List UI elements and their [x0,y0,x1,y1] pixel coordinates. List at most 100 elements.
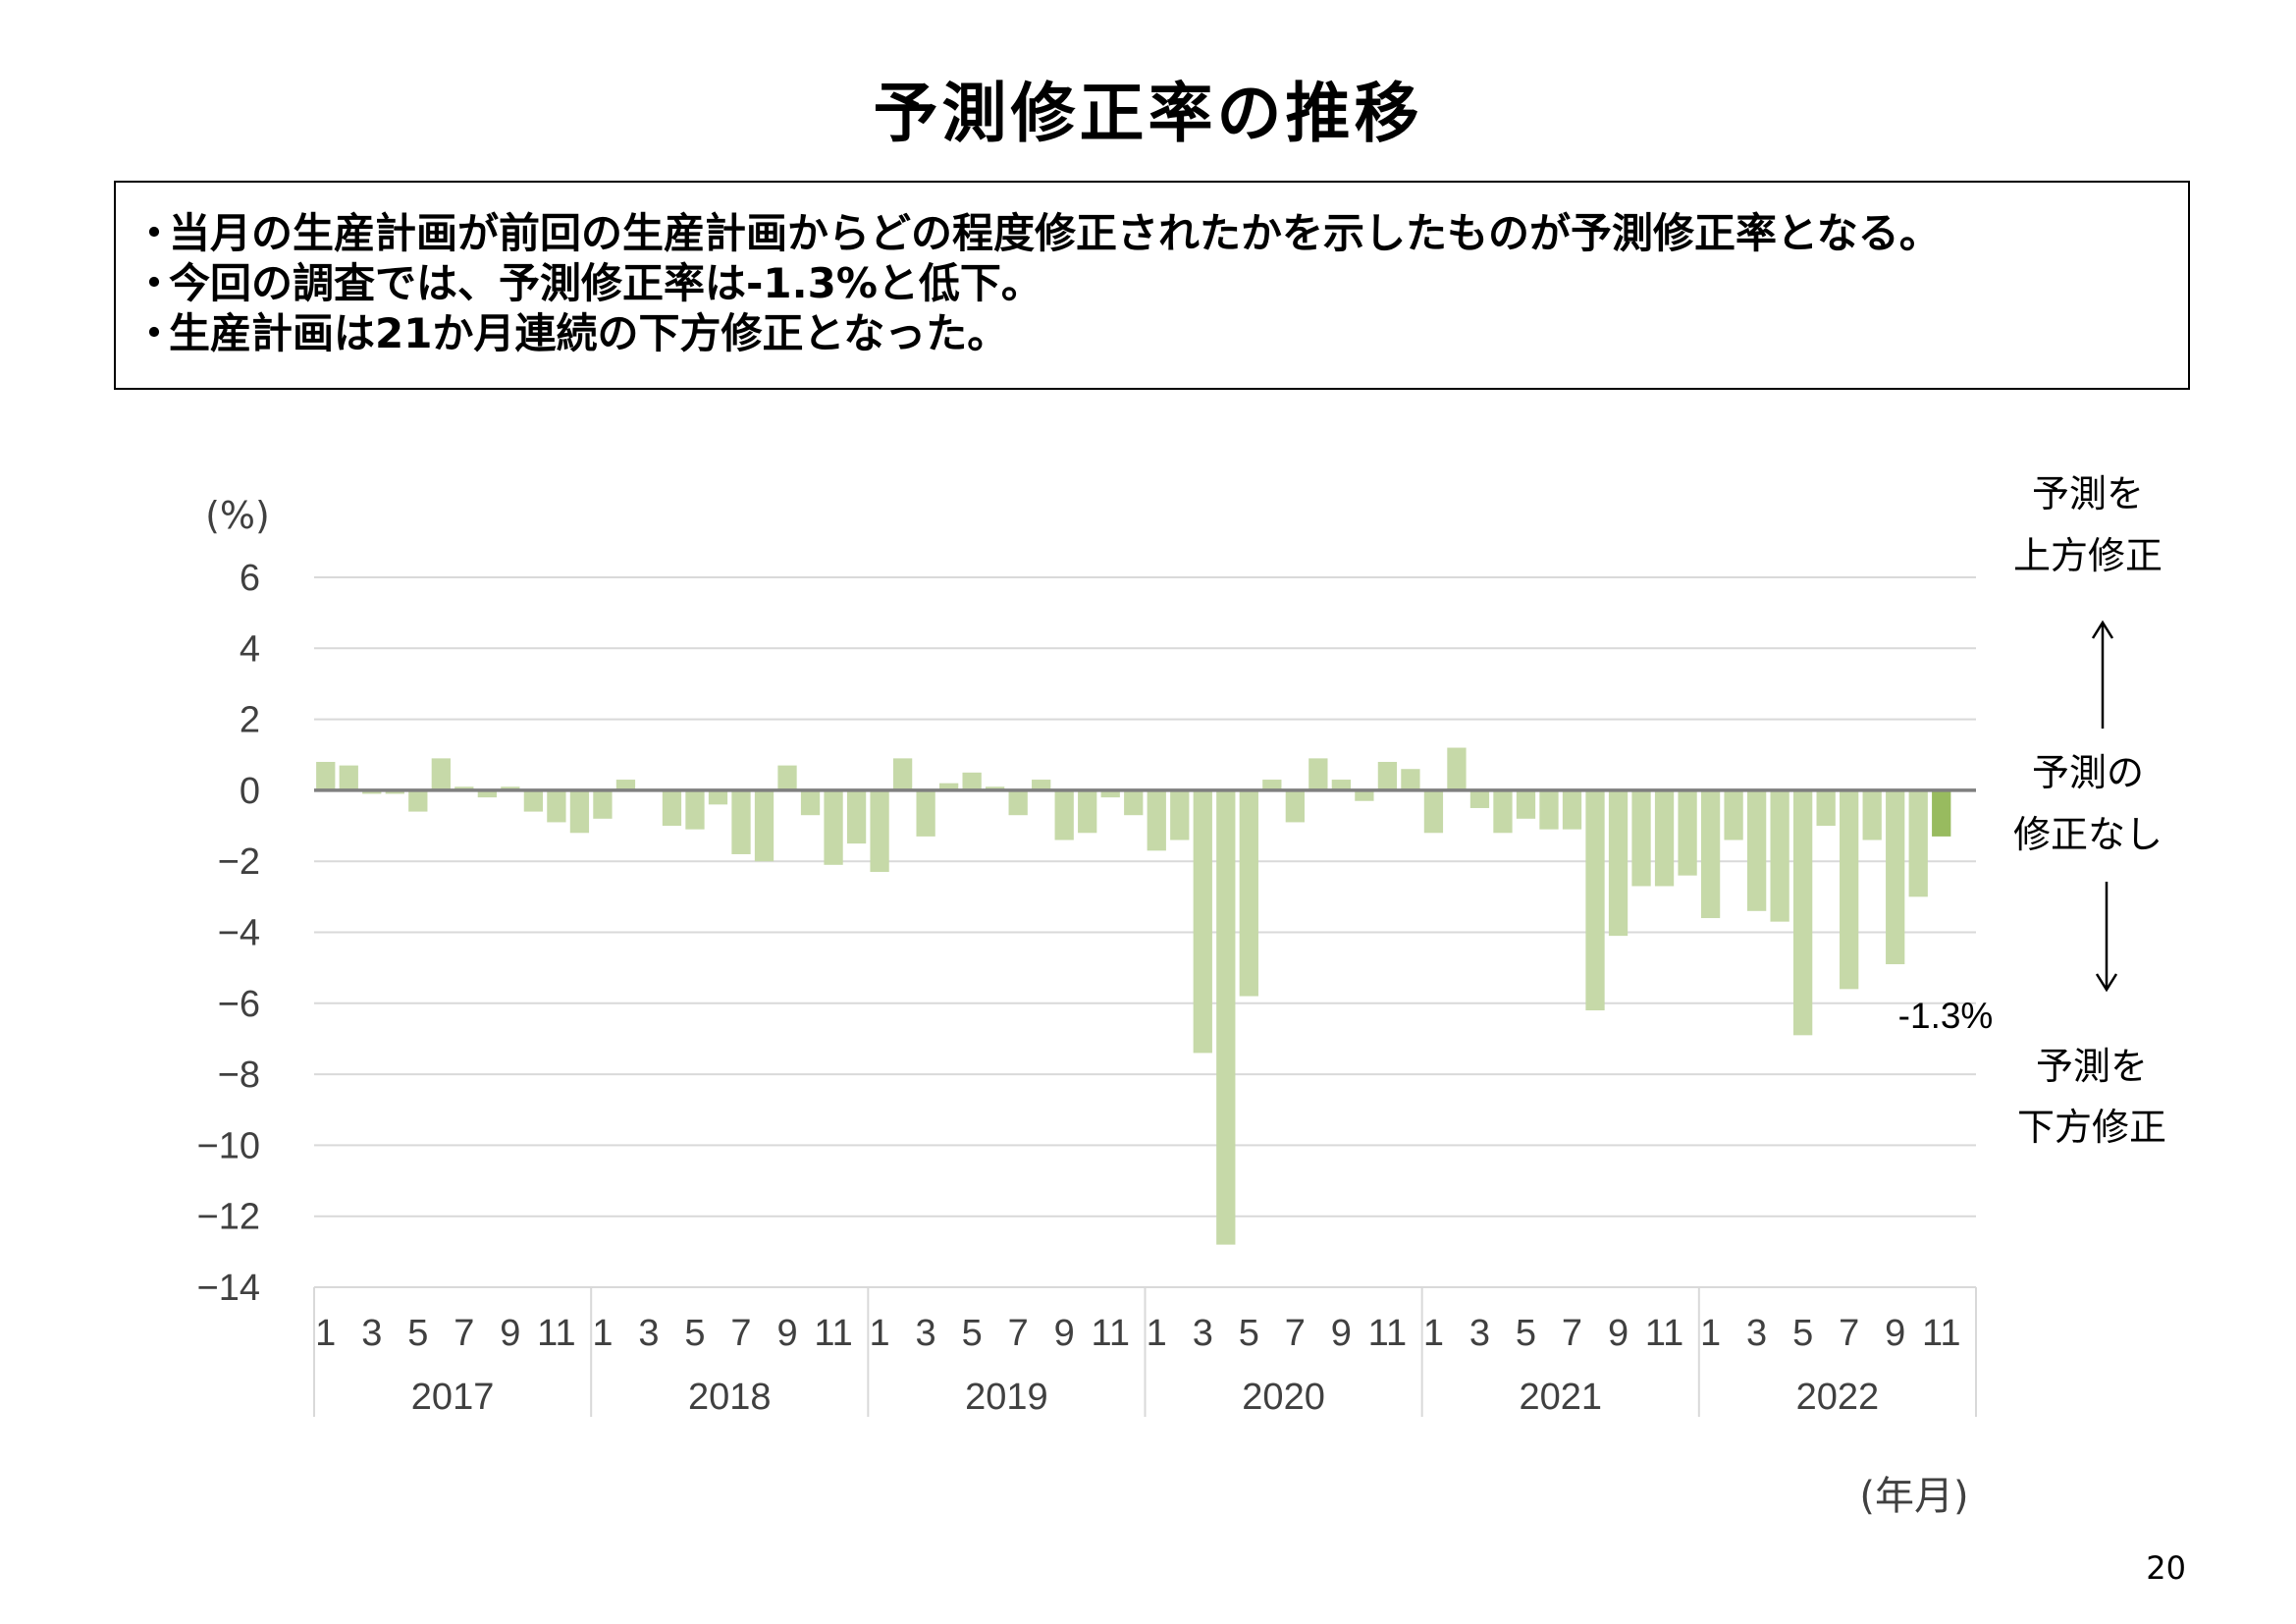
bar [986,786,1005,790]
bar [501,786,520,790]
bar [962,772,982,790]
month-tick-label: 3 [1746,1313,1767,1354]
bar [800,789,821,816]
bar [1908,789,1928,897]
page-number: 20 [2146,1549,2186,1587]
x-axis-unit-label: (年月) [1859,1474,1968,1519]
y-tick-label: 6 [240,558,260,599]
y-tick-label: −6 [218,984,260,1025]
bar [870,789,889,873]
month-tick-label: 1 [1147,1313,1167,1354]
month-tick-label: 9 [1885,1313,1905,1354]
year-label: 2018 [688,1377,772,1418]
no-revision-label: 予測の [2032,751,2144,794]
month-tick-label: 1 [870,1313,890,1354]
bar [1886,789,1905,965]
month-tick-label: 3 [361,1313,382,1354]
y-tick-label: −2 [218,841,260,883]
bar [1239,789,1258,997]
y-tick-label: −4 [218,913,260,954]
year-label: 2022 [1796,1377,1880,1418]
bar [1539,789,1559,830]
bar [1032,780,1051,790]
month-tick-label: 11 [537,1313,575,1354]
month-tick-label: 9 [1331,1313,1352,1354]
month-tick-label: 1 [592,1313,613,1354]
month-tick-label: 7 [1839,1313,1859,1354]
bar [1401,769,1420,790]
bar [1377,761,1398,790]
bar [1054,789,1074,840]
bar [1423,789,1444,834]
bar [1262,780,1282,790]
month-tick-label: 5 [407,1313,428,1354]
page-title: 予測修正率の推移 [873,76,1423,151]
bar [362,789,382,794]
bar [777,765,797,790]
month-tick-label: 11 [1368,1313,1407,1354]
month-tick-label: 11 [1092,1313,1130,1354]
bar [615,780,636,790]
month-tick-label: 9 [1054,1313,1075,1354]
month-tick-label: 5 [1516,1313,1536,1354]
bar [477,789,497,798]
bar [1793,789,1813,1036]
bar [938,783,959,790]
bar [1331,780,1352,790]
bar [824,789,843,865]
bar [731,789,751,854]
bar [1147,789,1166,851]
bar [385,789,404,794]
y-tick-label: −8 [218,1055,260,1096]
month-tick-label: 3 [638,1313,659,1354]
bar [1124,789,1144,816]
bar [1678,789,1697,876]
y-tick-label: 0 [240,771,260,812]
month-tick-label: 9 [776,1313,797,1354]
y-tick-label: 4 [240,628,260,670]
month-tick-label: 3 [916,1313,936,1354]
month-tick-label: 1 [1700,1313,1721,1354]
month-tick-label: 3 [1193,1313,1213,1354]
bar [1746,789,1767,911]
year-label: 2017 [411,1377,495,1418]
month-tick-label: 1 [1423,1313,1444,1354]
bar [892,758,913,790]
y-tick-label: −10 [197,1125,260,1166]
month-tick-label: 5 [1792,1313,1813,1354]
bar [1493,789,1513,834]
bar [408,789,428,812]
bar [1216,789,1236,1245]
month-tick-label: 11 [814,1313,852,1354]
downward-revision-label: 下方修正 [2017,1106,2166,1149]
bar [754,789,774,862]
bar [685,789,705,830]
bar [1816,789,1836,827]
month-tick-label: 1 [315,1313,336,1354]
bar [1469,789,1490,808]
bar [1840,789,1859,990]
bar [1724,789,1743,840]
bar [1631,789,1651,887]
bar [523,789,544,812]
month-tick-label: 9 [1608,1313,1629,1354]
summary-box: ・当月の生産計画が前回の生産計画からどの程度修正されたかを示したものが予測修正率… [114,181,2190,390]
upward-revision-label: 上方修正 [2013,534,2163,577]
no-revision-label: 修正なし [2013,813,2163,856]
month-tick-label: 7 [730,1313,751,1354]
bar [547,789,566,823]
bar [339,765,358,790]
year-label: 2019 [965,1377,1048,1418]
y-tick-label: −12 [197,1197,260,1238]
bar [662,789,682,827]
bar [431,758,451,790]
y-tick-label: −14 [197,1268,260,1309]
month-tick-label: 5 [1239,1313,1259,1354]
month-tick-label: 7 [454,1313,474,1354]
month-tick-label: 11 [1922,1313,1960,1354]
summary-bullet: ・今回の調査では、予測修正率は-1.3%と低下。 [133,259,1042,307]
bar [708,789,728,805]
bar [1770,789,1789,922]
arrow-up-icon [2091,620,2114,729]
